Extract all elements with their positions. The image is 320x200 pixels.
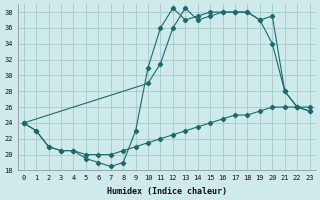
X-axis label: Humidex (Indice chaleur): Humidex (Indice chaleur) (107, 187, 227, 196)
